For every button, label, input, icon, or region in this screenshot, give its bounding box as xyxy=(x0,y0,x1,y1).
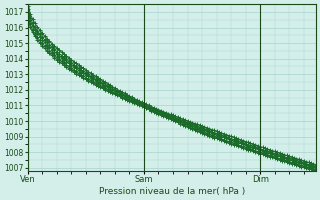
X-axis label: Pression niveau de la mer( hPa ): Pression niveau de la mer( hPa ) xyxy=(99,187,245,196)
